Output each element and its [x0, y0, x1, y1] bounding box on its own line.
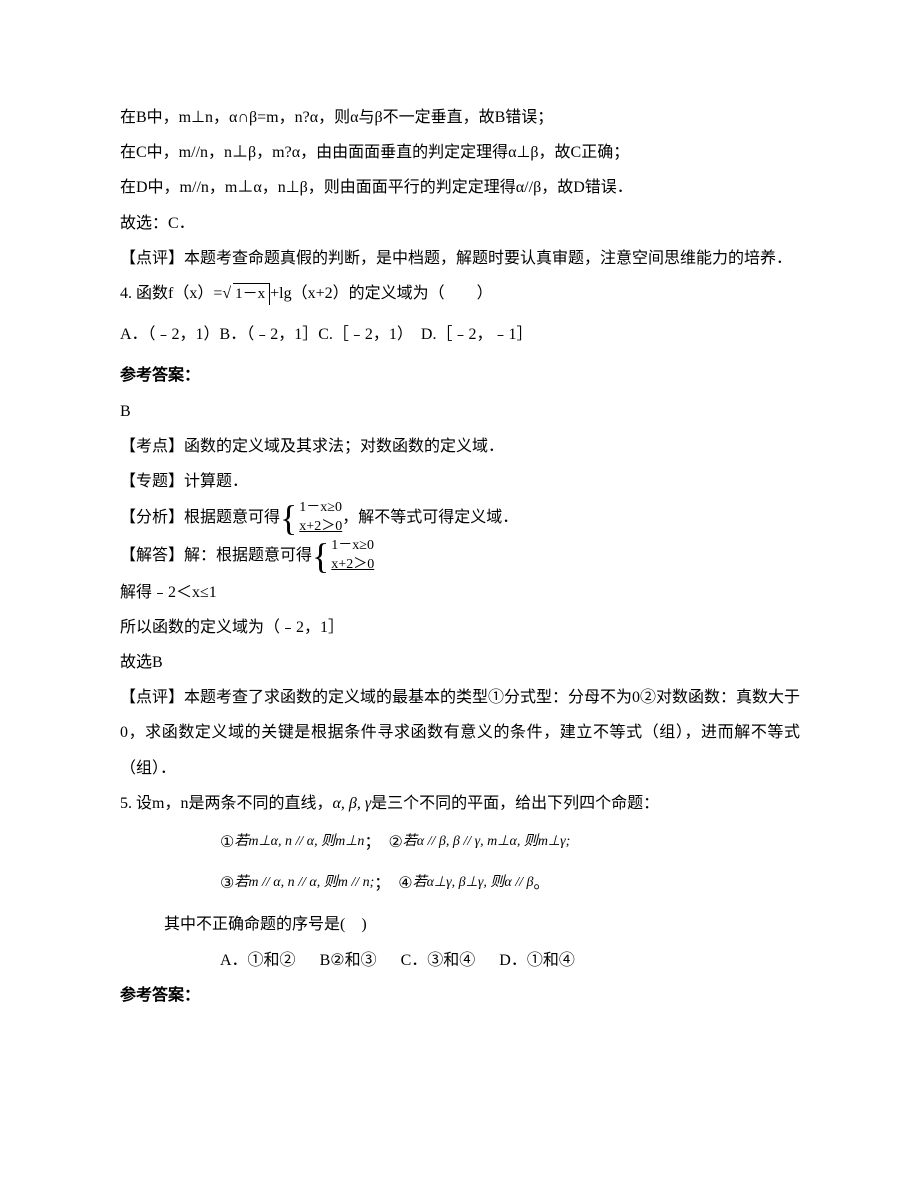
q3-case-c: 在C中，m//n，n⊥β，m?α，由由面面垂直的判定定理得α⊥β，故C正确；	[120, 135, 800, 170]
left-brace-icon: {	[280, 500, 297, 536]
q5-p2-num: ②	[388, 825, 402, 860]
q5-propositions-row1: ① 若m⊥α, n // α, 则m⊥n ； ② 若α // β, β // γ…	[120, 825, 800, 860]
q4-analysis-prefix: 【分析】根据题意可得	[120, 500, 280, 535]
q5-p1-body: 若m⊥α, n // α, 则m⊥n	[234, 827, 364, 858]
q5-stem: 5. 设m，n是两条不同的直线， α, β, γ 是三个不同的平面，给出下列四个…	[120, 786, 800, 821]
q5-p3-body: 若m // α, n // α, 则m // n;	[234, 868, 374, 899]
q4-solve-conclusion: 故选B	[120, 645, 800, 680]
q5-stem-prefix: 5. 设m，n是两条不同的直线，	[120, 786, 332, 821]
q4-solve-range: 解得﹣2＜x≤1	[120, 575, 800, 610]
sys-line-2: x+2＞0	[299, 518, 342, 537]
q5-opt-b: B②和③	[320, 952, 377, 969]
sqrt-icon: √	[222, 276, 231, 311]
q4-review: 【点评】本题考查了求函数的定义域的最基本的类型①分式型：分母不为0②对数函数：真…	[120, 680, 800, 786]
q3-case-b: 在B中，m⊥n，α∩β=m，n?α，则α与β不一定垂直，故B错误；	[120, 100, 800, 135]
q5-options: A．①和② B②和③ C．③和④ D．①和④	[120, 943, 800, 978]
q3-review: 【点评】本题考查命题真假的判断，是中档题，解题时要认真审题，注意空间思维能力的培…	[120, 241, 800, 276]
q4-analysis: 【分析】根据题意可得 { 1－x≥0 x+2＞0 ，解不等式可得定义域．	[120, 499, 800, 537]
q5-p1-num: ①	[220, 825, 234, 860]
q5-p4-body: 若α⊥γ, β⊥γ, 则α // β	[413, 868, 534, 899]
q5-p4-num: ④	[398, 866, 412, 901]
q5-ask: 其中不正确命题的序号是( )	[120, 907, 800, 942]
q5-p3-num: ③	[220, 866, 234, 901]
q3-conclusion: 故选：C．	[120, 206, 800, 241]
q4-topic: 【专题】计算题．	[120, 464, 800, 499]
q5-stem-suffix: 是三个不同的平面，给出下列四个命题：	[371, 786, 659, 821]
q5-p3-sep: ；	[374, 866, 398, 901]
q5-opt-d: D．①和④	[499, 952, 575, 969]
equation-system-2: { 1－x≥0 x+2＞0	[312, 537, 374, 575]
q4-prefix: 4. 函数f（x）=	[120, 276, 222, 311]
q4-stem: 4. 函数f（x）= √ 1－x +lg（x+2）的定义域为（ ）	[120, 276, 800, 311]
q4-answer: B	[120, 394, 800, 429]
q5-p1-sep: ；	[364, 825, 388, 860]
q4-solve-domain: 所以函数的定义域为（﹣2，1］	[120, 610, 800, 645]
q4-point: 【考点】函数的定义域及其求法；对数函数的定义域．	[120, 429, 800, 464]
sys2-line-1: 1－x≥0	[331, 537, 374, 556]
q5-p2-body: 若α // β, β // γ, m⊥α, 则m⊥γ;	[403, 827, 571, 858]
q5-answer-heading: 参考答案：	[120, 978, 800, 1013]
left-brace-icon: {	[312, 538, 329, 574]
q4-answer-heading: 参考答案：	[120, 358, 800, 393]
q3-case-d: 在D中，m//n，m⊥α，n⊥β，则由面面平行的判定定理得α//β，故D错误．	[120, 170, 800, 205]
sys-line-1: 1－x≥0	[299, 499, 342, 518]
q4-sqrt-inner: 1－x	[233, 283, 270, 305]
q4-analysis-suffix: ，解不等式可得定义域．	[342, 500, 518, 535]
equation-system: { 1－x≥0 x+2＞0	[280, 499, 342, 537]
q5-opt-c: C．③和④	[401, 952, 476, 969]
q4-solve-prefix: 【解答】解：根据题意可得	[120, 538, 312, 573]
q5-opt-a: A．①和②	[220, 952, 296, 969]
q4-options: A．（﹣2，1）B．（﹣2，1］C.［﹣2，1） D.［﹣2，﹣1］	[120, 317, 800, 352]
sys2-line-2: x+2＞0	[331, 556, 374, 575]
q5-propositions-row2: ③ 若m // α, n // α, 则m // n; ； ④ 若α⊥γ, β⊥…	[120, 866, 800, 901]
q4-solve: 【解答】解：根据题意可得 { 1－x≥0 x+2＞0	[120, 537, 800, 575]
q4-suffix: +lg（x+2）的定义域为（ ）	[270, 276, 493, 311]
q5-p4-end: 。	[533, 866, 549, 901]
q5-alpha-beta-gamma: α, β, γ	[332, 786, 371, 821]
